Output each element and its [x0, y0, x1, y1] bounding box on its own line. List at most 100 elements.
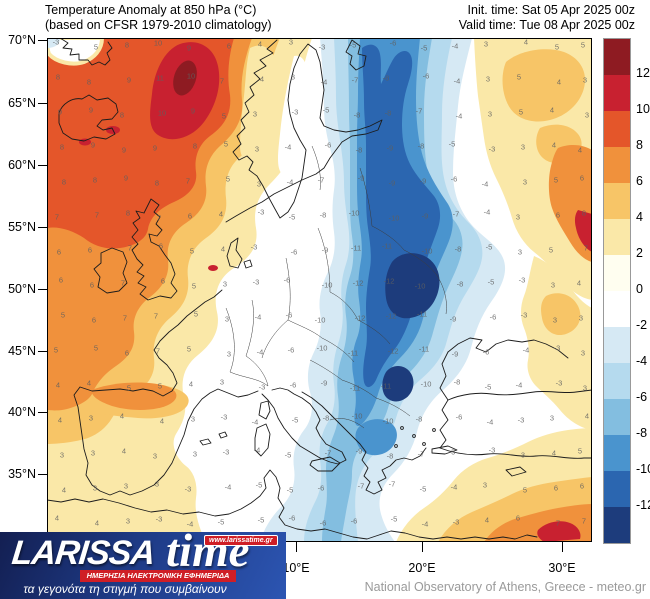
lat-tick — [38, 351, 47, 352]
colorbar-label: 12 — [636, 66, 650, 80]
coast-whitesea — [345, 39, 367, 71]
colorbar-label: -2 — [636, 318, 648, 332]
lon-tick — [422, 542, 423, 552]
coast-scandinavia — [225, 39, 383, 223]
logo-wordmark: LARISSA — [10, 534, 157, 572]
coast-aegean-isle3 — [422, 442, 426, 446]
coast-britain — [131, 198, 178, 301]
lon-label: 30°E — [548, 561, 576, 575]
larissa-time-logo: LARISSA time www.larissatime.gr ΗΜΕΡΗΣΙΑ… — [0, 532, 286, 599]
colorbar-cell — [604, 435, 630, 471]
lat-label: 35°N — [8, 467, 36, 481]
coast-blacksea-north — [447, 337, 569, 359]
lat-tick — [38, 412, 47, 413]
colorbar-label: 4 — [636, 210, 643, 224]
lat-tick — [38, 289, 47, 290]
colorbar-label: -4 — [636, 354, 648, 368]
coast-iceland — [58, 94, 119, 142]
anomaly-core-plus12 — [173, 60, 197, 96]
coast-aegean-isle2 — [412, 434, 416, 438]
colorbar-label: 6 — [636, 174, 643, 188]
coast-west-europe — [73, 289, 259, 496]
lat-label: 40°N — [8, 405, 36, 419]
colorbar-label: 2 — [636, 246, 643, 260]
anomaly-core-minus12-south — [382, 366, 414, 402]
coast-blacksea-west — [439, 351, 449, 401]
coast-ireland — [93, 247, 128, 294]
map-title: Temperature Anomaly at 850 hPa (°C) — [45, 3, 257, 17]
colorbar-cell — [604, 39, 630, 75]
colorbar-cell — [604, 291, 630, 327]
anomaly-band-minus10 — [362, 44, 441, 388]
lon-label: 20°E — [408, 561, 436, 575]
colorbar-label: -10 — [636, 462, 650, 476]
coast-aegean-isle — [400, 426, 404, 430]
anomaly-spot-africa-plus8 — [537, 521, 581, 542]
lat-label: 55°N — [8, 220, 36, 234]
lon-tick — [296, 542, 297, 552]
coast-north-africa — [47, 469, 538, 540]
sweden-white-band — [278, 55, 308, 176]
logo-newspaper-strip: ΗΜΕΡΗΣΙΑ ΗΛΕΚΤΡΟΝΙΚΗ ΕΦΗΜΕΡΙΔΑ — [80, 570, 236, 582]
init-time: Init. time: Sat 05 Apr 2025 00z — [467, 3, 635, 17]
coast-balkans-greece — [301, 391, 427, 495]
lon-label: 10°E — [282, 561, 310, 575]
colorbar-label: 8 — [636, 138, 643, 152]
lat-label: 45°N — [8, 344, 36, 358]
coast-denmark-isle — [243, 259, 253, 269]
coast-denmark — [226, 237, 243, 269]
lat-tick — [38, 40, 47, 41]
coast-turkey-south — [439, 447, 592, 459]
coast-corsica — [258, 400, 271, 420]
lat-tick — [38, 103, 47, 104]
map-subtitle: (based on CFSR 1979-2010 climatology) — [45, 18, 272, 32]
anomaly-lobe-ionian-minus8 — [355, 419, 397, 456]
coast-turkey-north — [447, 389, 592, 401]
lon-tick — [562, 542, 563, 552]
colorbar-cell — [604, 471, 630, 507]
anomaly-band-caucasus-plus4 — [541, 293, 581, 336]
colorbar-cell — [604, 111, 630, 147]
coast-turkey-west — [439, 399, 449, 449]
colorbar-label: -8 — [636, 426, 648, 440]
colorbar-label: 0 — [636, 282, 643, 296]
valid-time: Valid time: Tue 08 Apr 2025 00z — [458, 18, 635, 32]
coast-cyprus — [505, 466, 527, 477]
coastlines — [47, 38, 592, 540]
colorbar-cell — [604, 147, 630, 183]
colorbar-cell — [604, 219, 630, 255]
colorbar-cell — [604, 327, 630, 363]
anomaly-spot-plus10-3 — [208, 265, 218, 271]
colorbar-cell — [604, 363, 630, 399]
colorbar-cell — [604, 75, 630, 111]
anomaly-band-caucasus-plus2 — [521, 256, 592, 430]
map-canvas: -3 5 8 10 9 6 4 3 -3 -5 -6 -5 -4 3 4 5 5 8 8 9 11 10 7 4 3 -4 -7 -8… — [47, 38, 592, 542]
corner-cold-patch — [47, 38, 60, 48]
lat-label: 65°N — [8, 96, 36, 110]
coast-aegean-isle5 — [432, 428, 436, 432]
coast-crete — [431, 445, 458, 455]
colorbar-cell — [604, 183, 630, 219]
anomaly-map — [47, 38, 592, 542]
scandes-yellow-strip — [240, 45, 279, 161]
coast-sardinia — [254, 423, 271, 457]
anomaly-spot-east-plus10 — [574, 210, 592, 252]
anomaly-band-east-plus4 — [502, 49, 586, 122]
colorbar-cell — [604, 255, 630, 291]
coast-balearics — [199, 431, 228, 446]
logo-url-badge: www.larissatime.gr — [204, 535, 278, 546]
coast-greenland — [59, 38, 113, 66]
lat-tick — [38, 474, 47, 475]
coast-sicily — [309, 456, 341, 472]
coast-italy — [261, 387, 347, 465]
colorbar-label: -12 — [636, 498, 650, 512]
logo-tagline: τα γεγονότα τη στιγμή που συμβαίνουν — [23, 582, 227, 596]
colorbar-cell — [604, 507, 630, 543]
map-frame — [47, 38, 592, 542]
colorbar-cell — [604, 399, 630, 435]
colorbar-label: -6 — [636, 390, 648, 404]
lat-label: 70°N — [8, 33, 36, 47]
attribution: National Observatory of Athens, Greece -… — [364, 580, 646, 594]
lat-tick — [38, 165, 47, 166]
